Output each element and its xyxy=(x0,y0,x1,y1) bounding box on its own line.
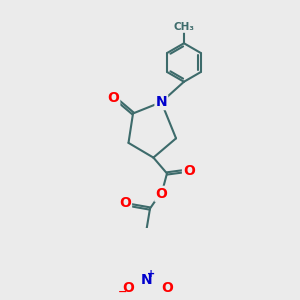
Text: O: O xyxy=(107,91,119,105)
Text: N: N xyxy=(155,95,167,109)
Text: O: O xyxy=(161,281,173,296)
Text: +: + xyxy=(147,269,155,279)
Text: O: O xyxy=(183,164,195,178)
Text: O: O xyxy=(119,196,131,210)
Text: O: O xyxy=(122,281,134,296)
Text: −: − xyxy=(118,287,128,297)
Text: O: O xyxy=(155,187,167,201)
Text: CH₃: CH₃ xyxy=(173,22,194,32)
Text: N: N xyxy=(141,273,152,287)
